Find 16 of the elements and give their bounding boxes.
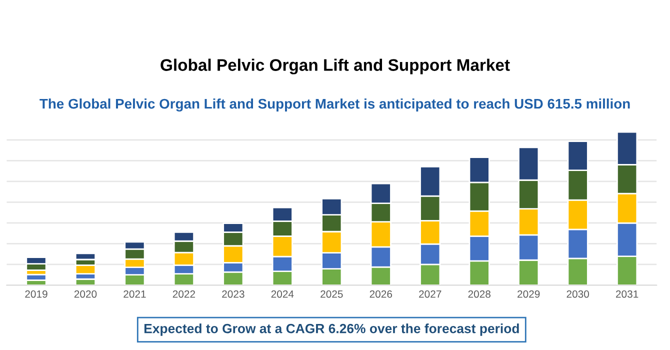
text: Expected to Grow at a CAGR 6.26% over the forecast period (144, 324, 519, 336)
chart-subtitle: The Global Pelvic Organ Lift and Support Market is anticipated to reach USD 615.5 million (40, 98, 630, 112)
x-tick-label: 2023 (222, 290, 244, 298)
x-tick-label: 2026 (370, 290, 392, 298)
x-tick-label: 2024 (271, 290, 294, 298)
x-tick-label: 2030 (566, 290, 590, 298)
x-tick-label: 2025 (320, 290, 343, 298)
chart-title: Global Pelvic Organ Lift and Support Market (160, 58, 510, 74)
x-tick-label: 2028 (468, 290, 490, 298)
x-tick-label: 2021 (124, 290, 146, 298)
x-tick-label: 2029 (518, 290, 540, 298)
x-tick-label: 2022 (172, 290, 196, 298)
x-tick-label: 2020 (74, 290, 97, 298)
x-tick-label: 2027 (419, 290, 442, 298)
x-tick-label: 2019 (25, 290, 48, 298)
x-tick-label: 2031 (616, 290, 638, 298)
